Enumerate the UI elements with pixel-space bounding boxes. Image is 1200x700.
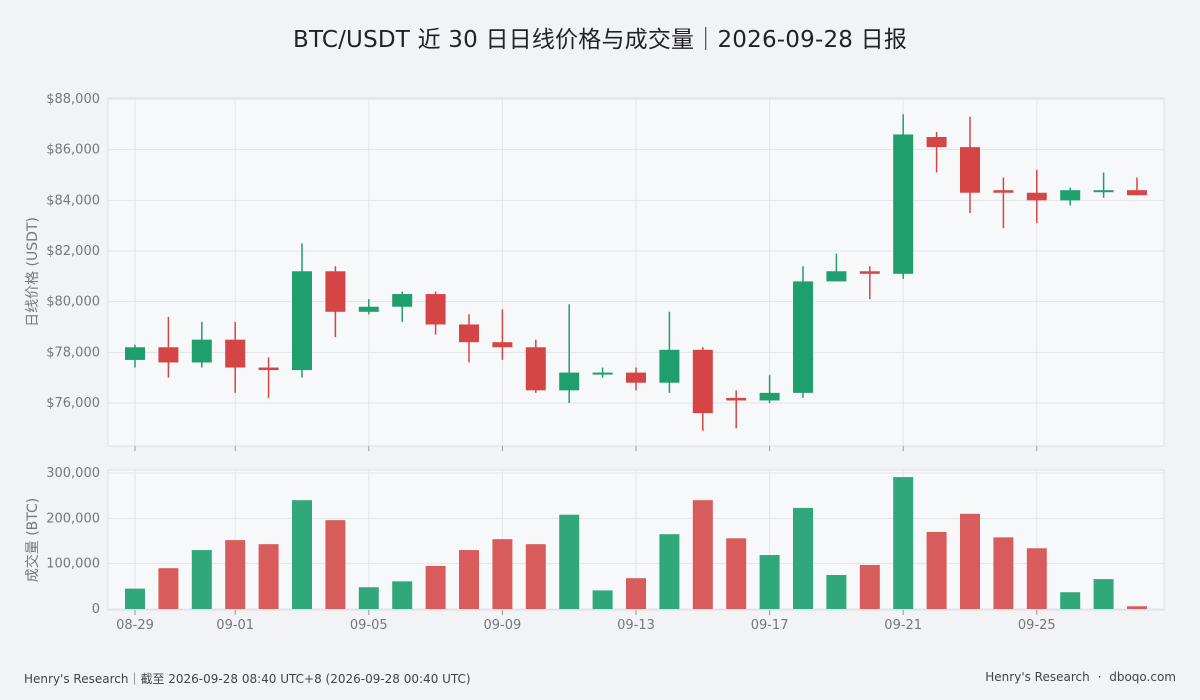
candle-body [626,372,646,383]
volume-tick-label: 200,000 [46,511,100,526]
candle-body [258,367,279,371]
volume-y-ticks: 0 100,000 200,000 300,000 [46,466,100,617]
volume-bar [392,581,413,609]
volume-bar [592,590,613,609]
price-tick-label: $80,000 [46,295,100,310]
candle-body [859,271,880,274]
price-tick-label: $78,000 [46,345,100,360]
volume-bar [325,520,346,609]
volume-bar [1127,606,1147,609]
volume-bar [492,539,513,609]
candle-body [826,271,847,282]
date-tick-label: 09-09 [484,618,522,633]
date-tick-label: 09-05 [350,618,388,633]
candle-body [191,339,212,363]
volume-bar [926,531,947,609]
date-tick-label: 08-29 [116,618,154,633]
candle-body [1026,192,1047,201]
volume-bar [726,538,747,609]
price-tick-label: $84,000 [46,193,100,208]
volume-bar [993,537,1014,609]
candle-body [1127,190,1147,196]
volume-tick-label: 300,000 [46,466,100,481]
volume-bar [1026,548,1047,609]
volume-bar [1093,579,1114,609]
volume-bar [358,587,379,609]
volume-bar [692,500,713,609]
candle-body [993,190,1014,193]
candle-body [592,372,613,375]
date-tick-label: 09-21 [884,618,922,633]
volume-tick-label: 0 [92,602,100,617]
volume-bar [459,550,479,609]
volume-bar [125,588,145,609]
candle-body [726,397,747,401]
volume-bar [525,544,546,609]
candle-body [893,134,914,274]
footer-source: Henry's Research｜截至 2026-09-28 08:40 UTC… [24,672,471,686]
candle-body [225,339,246,368]
volume-axis-title: 成交量 (BTC) [24,498,41,583]
footer-site-link[interactable]: dboqo.com [1109,670,1176,684]
candle-body [960,147,980,193]
date-x-ticks: 08-29 09-01 09-05 09-09 09-13 09-17 09-21 09-25 [116,446,1056,633]
volume-bar [158,568,179,609]
price-tick-label: $86,000 [46,143,100,158]
candle-body [392,294,413,307]
candlestick-series [125,114,1147,431]
price-axis-title: 日线价格 (USDT) [25,217,41,327]
footer-brand: Henry's Research · dboqo.com [985,670,1176,684]
candle-body [1093,190,1114,193]
candle-body [492,342,513,348]
candle-body [125,347,145,360]
candle-body [459,324,479,343]
date-tick-label: 09-17 [751,618,789,633]
volume-bar [559,514,580,609]
candle-body [425,294,446,325]
volume-bar [225,540,246,609]
volume-bar [191,550,212,609]
footer-separator: · [1097,670,1102,684]
candle-body [759,392,780,401]
candle-body [292,271,312,371]
volume-bar [626,578,646,609]
candle-body [158,347,179,363]
volume-bar [826,575,847,609]
chart-title: BTC/USDT 近 30 日日线价格与成交量｜2026-09-28 日报 [292,27,908,53]
volume-bar [292,500,312,609]
candle-body [525,347,546,391]
footer-brand-name: Henry's Research [985,670,1090,684]
volume-bar [793,507,813,609]
candle-body [926,137,947,148]
date-tick-label: 09-13 [617,618,655,633]
volume-bar [759,555,780,609]
candle-body [358,306,379,312]
volume-bar [425,565,446,609]
candle-body [559,372,580,391]
candle-body [692,349,713,414]
volume-bar [960,513,980,609]
date-tick-label: 09-25 [1018,618,1056,633]
volume-bar [893,477,914,609]
volume-bar [659,534,680,609]
candle-body [325,271,346,312]
price-tick-label: $82,000 [46,244,100,259]
candle-body [1060,190,1081,201]
price-y-ticks: $76,000 $78,000 $80,000 $82,000 $84,000 $86,0… [46,92,100,411]
price-tick-label: $76,000 [46,396,100,411]
volume-bar [859,565,880,609]
date-tick-label: 09-01 [216,618,254,633]
volume-bar [258,544,279,609]
candle-body [793,281,813,393]
volume-tick-label: 100,000 [46,557,100,572]
price-tick-label: $88,000 [46,92,100,107]
volume-series [125,477,1147,609]
candle-body [659,349,680,383]
volume-bar [1060,592,1081,609]
